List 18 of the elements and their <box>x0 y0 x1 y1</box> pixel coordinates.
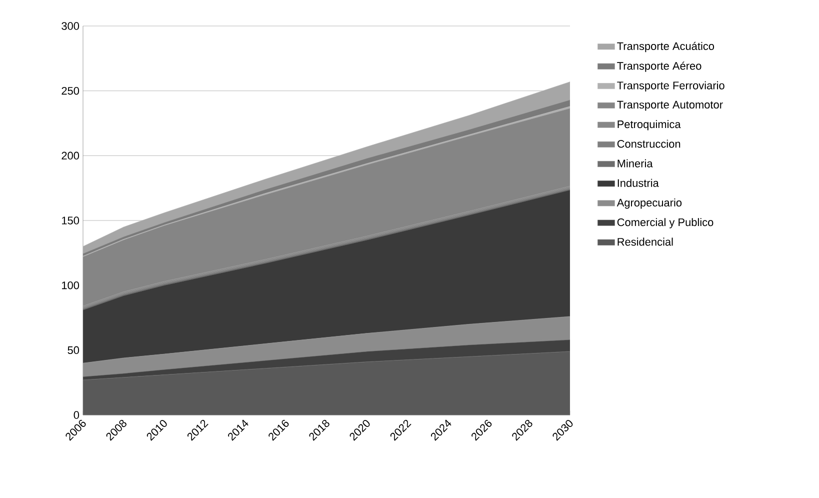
y-tick-label: 100 <box>62 281 80 290</box>
y-tick-label: 0 <box>74 411 80 419</box>
y-tick-label: 250 <box>62 86 80 95</box>
legend-label: Transporte Ferroviario <box>617 81 724 92</box>
legend-label: Petroquimica <box>618 120 681 130</box>
y-tick-label: 150 <box>62 216 80 224</box>
legend-label: Comercial y Publico <box>617 218 714 228</box>
legend-label: Residencial <box>618 238 673 246</box>
legend-label: Agropecuario <box>616 198 682 209</box>
legend-label: Transporte Acuático <box>617 42 714 52</box>
legend-label: Construccion <box>617 140 680 148</box>
legend-label: Transporte Automotor <box>617 100 723 111</box>
legend-label: Industria <box>618 178 659 187</box>
y-tick-label: 50 <box>68 346 80 354</box>
y-tick-label: 300 <box>62 22 80 30</box>
legend-label: Mineria <box>618 159 653 168</box>
legend-label: Transporte Aéreo <box>617 62 702 72</box>
y-tick-label: 200 <box>62 152 80 160</box>
